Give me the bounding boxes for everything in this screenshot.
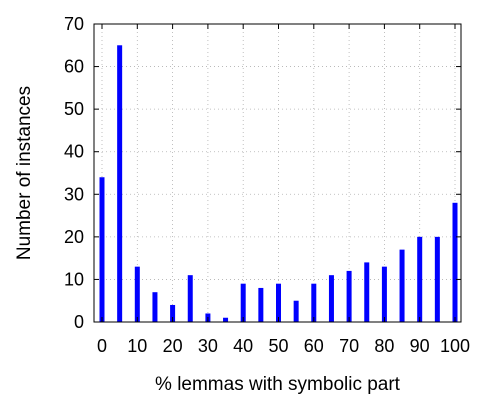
x-tick-label: 0 bbox=[97, 336, 107, 356]
y-tick-labels: 0 10 20 30 40 50 60 70 bbox=[64, 14, 84, 332]
x-tick-label: 20 bbox=[163, 336, 183, 356]
bar bbox=[117, 45, 123, 323]
bar bbox=[364, 262, 370, 322]
tick-marks bbox=[94, 23, 461, 323]
y-tick-label: 10 bbox=[64, 269, 84, 289]
bar bbox=[399, 249, 405, 322]
y-tick-label: 70 bbox=[64, 14, 84, 34]
x-tick-label: 30 bbox=[198, 336, 218, 356]
bar bbox=[223, 317, 229, 322]
bar bbox=[328, 275, 334, 322]
x-tick-label: 40 bbox=[233, 336, 253, 356]
grid-lines bbox=[94, 24, 461, 322]
plot-frame bbox=[93, 23, 462, 323]
x-tick-label: 70 bbox=[339, 336, 359, 356]
bar bbox=[452, 202, 458, 322]
bar bbox=[99, 177, 105, 322]
bar bbox=[134, 266, 140, 322]
x-tick-label: 80 bbox=[374, 336, 394, 356]
bar bbox=[258, 287, 264, 322]
y-tick-label: 40 bbox=[64, 142, 84, 162]
bars bbox=[99, 45, 458, 323]
bar bbox=[187, 275, 193, 322]
bar bbox=[240, 283, 246, 322]
bar bbox=[170, 304, 176, 322]
bar bbox=[381, 266, 387, 322]
y-tick-label: 60 bbox=[64, 57, 84, 77]
x-axis-label: % lemmas with symbolic part bbox=[155, 374, 401, 395]
y-tick-label: 30 bbox=[64, 184, 84, 204]
bar bbox=[311, 283, 317, 322]
bar bbox=[152, 292, 158, 322]
y-axis-label: Number of instances bbox=[14, 86, 35, 260]
x-tick-label: 90 bbox=[410, 336, 430, 356]
x-tick-label: 50 bbox=[268, 336, 288, 356]
bar bbox=[417, 236, 423, 322]
bar bbox=[346, 270, 352, 322]
y-tick-label: 50 bbox=[64, 99, 84, 119]
y-tick-label: 20 bbox=[64, 227, 84, 247]
x-tick-label: 100 bbox=[440, 336, 470, 356]
x-tick-label: 60 bbox=[304, 336, 324, 356]
bar bbox=[434, 236, 440, 322]
bar bbox=[293, 300, 299, 322]
x-tick-labels: 0 10 20 30 40 50 60 70 80 90 100 bbox=[97, 336, 470, 356]
y-tick-label: 0 bbox=[74, 312, 84, 332]
bar bbox=[276, 283, 281, 322]
x-tick-label: 10 bbox=[127, 336, 147, 356]
